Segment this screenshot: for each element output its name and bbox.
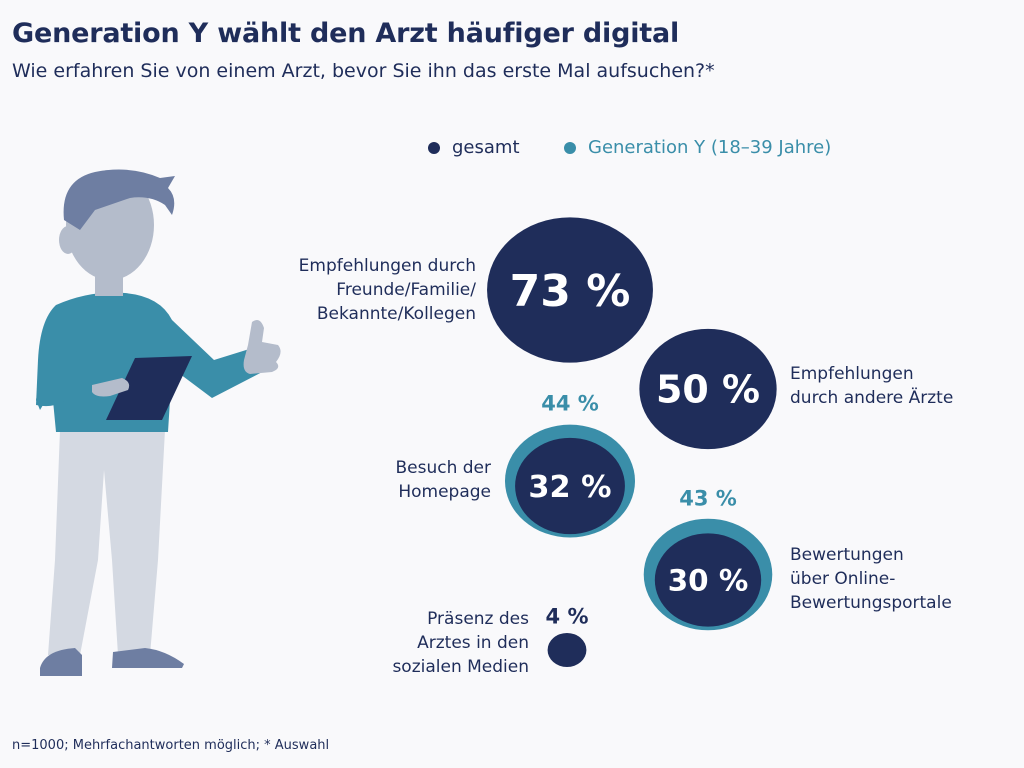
- category-label-friends-line1: Empfehlungen durch: [298, 256, 476, 276]
- figure-arm-left: [36, 305, 80, 407]
- bubble-gesamt-portals: [654, 533, 762, 627]
- figure-tablet: [106, 356, 192, 420]
- category-label-homepage: Besuch der Homepage: [395, 456, 491, 504]
- legend-dot-generation-y: [564, 141, 576, 154]
- bubble-gesamt-homepage: [515, 437, 625, 535]
- category-label-homepage-line2: Homepage: [398, 482, 491, 502]
- legend-item-generation-y: Generation Y (18–39 Jahre): [564, 137, 831, 158]
- category-label-friends-line3: Bekannte/Kollegen: [316, 304, 476, 324]
- value-label-gesamt-homepage: 32 %: [528, 470, 611, 505]
- category-label-social: Präsenz des Arztes in den sozialen Medie…: [392, 607, 529, 679]
- figure-hand-left: [92, 378, 130, 397]
- category-label-doctors-line1: Empfehlungen: [790, 364, 914, 384]
- bubble-gesamt-doctors: [639, 328, 777, 450]
- category-label-social-line3: sozialen Medien: [392, 657, 529, 677]
- legend-item-gesamt: gesamt: [428, 137, 520, 158]
- value-label-gesamt-portals: 30 %: [668, 564, 749, 598]
- footnote: n=1000; Mehrfachantworten möglich; * Aus…: [12, 738, 330, 753]
- category-label-portals-line1: Bewertungen: [790, 545, 904, 565]
- category-label-portals-line3: Bewertungsportale: [790, 593, 952, 613]
- legend-label-generation-y: Generation Y (18–39 Jahre): [588, 137, 832, 158]
- figure-pants: [48, 430, 165, 655]
- figure-shoe-left: [40, 648, 82, 676]
- value-label-gesamt-friends: 73 %: [510, 266, 631, 317]
- bubble-gesamt-friends: [487, 217, 653, 363]
- figure-shoe-right: [112, 648, 184, 668]
- category-label-portals-line2: über Online-: [790, 569, 896, 589]
- category-label-portals: Bewertungen über Online- Bewertungsporta…: [790, 543, 952, 615]
- figure-thumb-hand: [243, 320, 281, 374]
- legend-dot-gesamt: [428, 141, 440, 154]
- category-label-social-line1: Präsenz des: [427, 609, 529, 629]
- value-label-gesamt-social: 4 %: [546, 605, 589, 629]
- page-title: Generation Y wählt den Arzt häufiger dig…: [12, 18, 680, 49]
- value-label-generation-y-homepage: 44 %: [541, 392, 599, 416]
- category-label-doctors-line2: durch andere Ärzte: [790, 388, 954, 408]
- category-label-friends: Empfehlungen durch Freunde/Familie/ Beka…: [299, 254, 476, 326]
- value-label-generation-y-portals: 43 %: [679, 486, 737, 510]
- bubbles-layer: 73 % 50 % 44 % 32 % 43 % 30 % 4 %: [487, 217, 777, 668]
- figure-hair: [63, 169, 175, 230]
- bubble-gesamt-social: [547, 632, 587, 668]
- category-label-friends-line2: Freunde/Familie/: [336, 280, 476, 300]
- category-label-homepage-line1: Besuch der: [395, 458, 491, 478]
- value-label-gesamt-doctors: 50 %: [656, 368, 760, 412]
- category-label-doctors: Empfehlungen durch andere Ärzte: [790, 362, 953, 410]
- page-subtitle: Wie erfahren Sie von einem Arzt, bevor S…: [12, 60, 715, 82]
- person-illustration: [36, 169, 281, 676]
- legend-label-gesamt: gesamt: [452, 137, 520, 158]
- figure-ear: [59, 226, 77, 254]
- category-label-social-line2: Arztes in den: [417, 633, 529, 653]
